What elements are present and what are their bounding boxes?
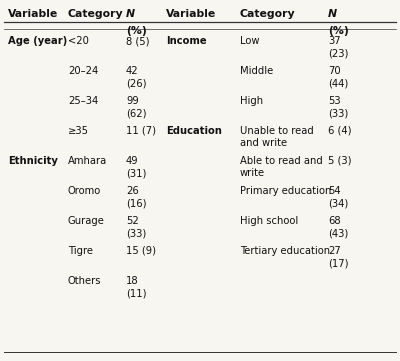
Text: 15 (9): 15 (9): [126, 246, 156, 256]
Text: 68
(43): 68 (43): [328, 216, 348, 238]
Text: 8 (5): 8 (5): [126, 36, 150, 46]
Text: Middle: Middle: [240, 66, 273, 76]
Text: Age (year): Age (year): [8, 36, 67, 46]
Text: Gurage: Gurage: [68, 216, 105, 226]
Text: 54
(34): 54 (34): [328, 186, 348, 208]
Text: 37
(23): 37 (23): [328, 36, 348, 58]
Text: 20–24: 20–24: [68, 66, 98, 76]
Text: 53
(33): 53 (33): [328, 96, 348, 118]
Text: 27
(17): 27 (17): [328, 246, 348, 268]
Text: Tertiary education: Tertiary education: [240, 246, 330, 256]
Text: 52
(33): 52 (33): [126, 216, 146, 238]
Text: Others: Others: [68, 276, 102, 286]
Text: High school: High school: [240, 216, 298, 226]
Text: Variable: Variable: [166, 9, 216, 19]
Text: 5 (3): 5 (3): [328, 156, 352, 166]
Text: 26
(16): 26 (16): [126, 186, 146, 208]
Text: Oromo: Oromo: [68, 186, 101, 196]
Text: 49
(31): 49 (31): [126, 156, 146, 178]
Text: Education: Education: [166, 126, 222, 136]
Text: Income: Income: [166, 36, 207, 46]
Text: 6 (4): 6 (4): [328, 126, 352, 136]
Text: Ethnicity: Ethnicity: [8, 156, 58, 166]
Text: Able to read and
write: Able to read and write: [240, 156, 323, 178]
Text: Primary education: Primary education: [240, 186, 331, 196]
Text: 42
(26): 42 (26): [126, 66, 146, 88]
Text: 18
(11): 18 (11): [126, 276, 146, 298]
Text: N: N: [328, 9, 337, 19]
Text: Category: Category: [240, 9, 296, 19]
Text: Unable to read
and write: Unable to read and write: [240, 126, 314, 148]
Text: Tigre: Tigre: [68, 246, 93, 256]
Text: <20: <20: [68, 36, 89, 46]
Text: Variable: Variable: [8, 9, 58, 19]
Text: N: N: [126, 9, 135, 19]
Text: Category: Category: [68, 9, 124, 19]
Text: 70
(44): 70 (44): [328, 66, 348, 88]
Text: 11 (7): 11 (7): [126, 126, 156, 136]
Text: Low: Low: [240, 36, 260, 46]
Text: (%): (%): [328, 26, 349, 36]
Text: 25–34: 25–34: [68, 96, 98, 106]
Text: (%): (%): [126, 26, 147, 36]
Text: High: High: [240, 96, 263, 106]
Text: Amhara: Amhara: [68, 156, 107, 166]
Text: ≥35: ≥35: [68, 126, 89, 136]
Text: 99
(62): 99 (62): [126, 96, 146, 118]
